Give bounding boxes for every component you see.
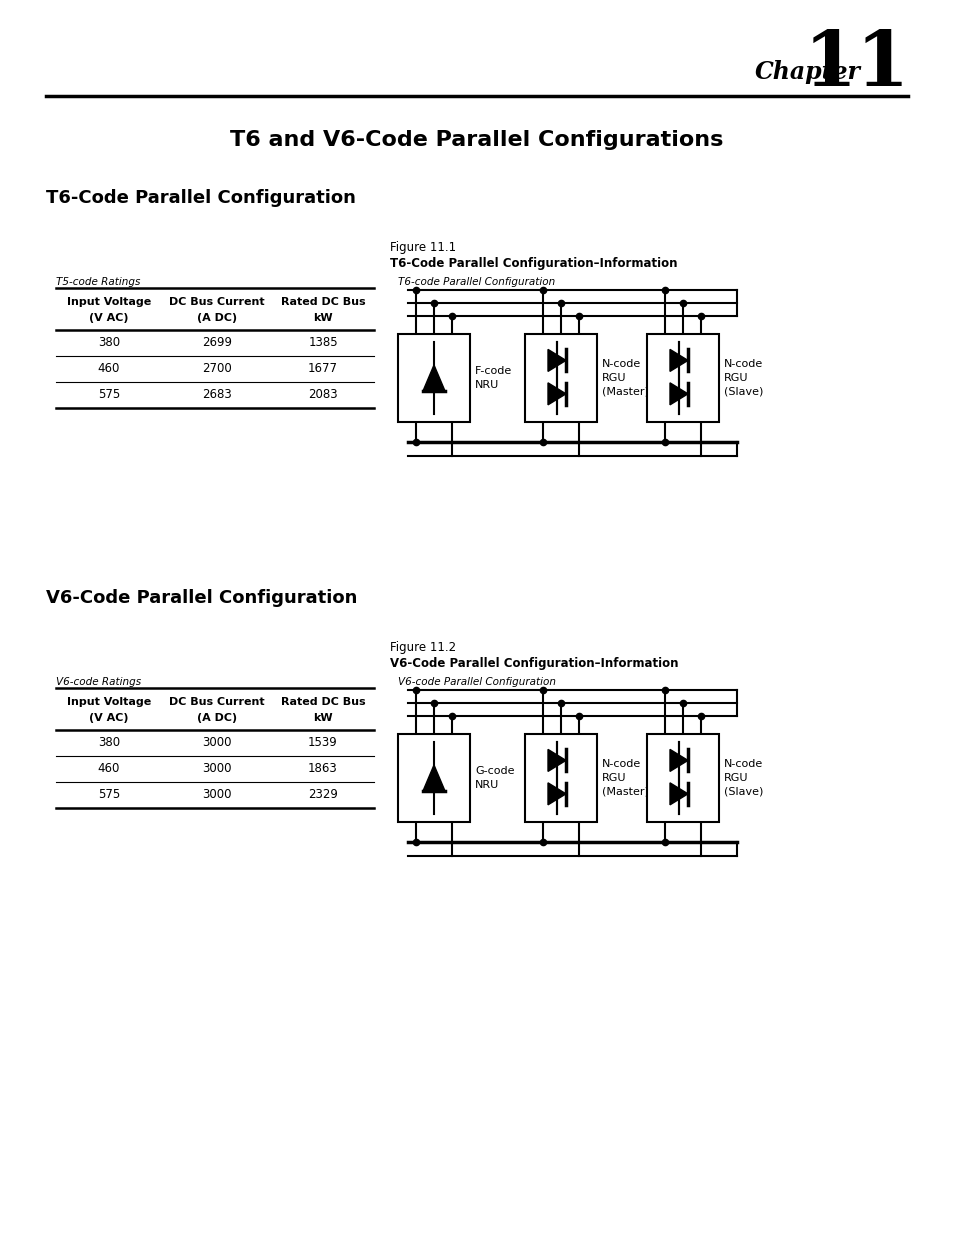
Text: DC Bus Current: DC Bus Current	[169, 697, 265, 706]
Text: N-code
RGU
(Slave): N-code RGU (Slave)	[723, 760, 762, 797]
Text: N-code
RGU
(Slave): N-code RGU (Slave)	[723, 359, 762, 396]
Text: T6 and V6-Code Parallel Configurations: T6 and V6-Code Parallel Configurations	[230, 130, 723, 149]
Text: 2083: 2083	[308, 389, 337, 401]
Text: 575: 575	[98, 389, 120, 401]
Text: Figure 11.1: Figure 11.1	[390, 242, 456, 254]
Polygon shape	[547, 783, 565, 805]
Text: 1385: 1385	[308, 336, 337, 350]
Text: kW: kW	[313, 312, 333, 324]
Text: F-code
NRU: F-code NRU	[475, 366, 512, 390]
Bar	[524, 333, 597, 422]
Text: N-code
RGU
(Master): N-code RGU (Master)	[601, 760, 648, 797]
Text: 460: 460	[98, 762, 120, 776]
Text: 380: 380	[98, 336, 120, 350]
Polygon shape	[422, 764, 444, 790]
Text: N-code
RGU
(Master): N-code RGU (Master)	[601, 359, 648, 396]
Text: V6-Code Parallel Configuration–Information: V6-Code Parallel Configuration–Informati…	[390, 657, 678, 669]
Polygon shape	[547, 750, 565, 772]
Polygon shape	[669, 750, 687, 772]
Text: T6-code Parallel Configuration: T6-code Parallel Configuration	[397, 277, 555, 287]
Bar	[397, 333, 470, 422]
Text: DC Bus Current: DC Bus Current	[169, 296, 265, 308]
Text: 3000: 3000	[202, 736, 232, 750]
Text: 575: 575	[98, 788, 120, 802]
Bar	[646, 333, 719, 422]
Text: T6-Code Parallel Configuration–Information: T6-Code Parallel Configuration–Informati…	[390, 257, 677, 269]
Text: 460: 460	[98, 363, 120, 375]
Text: Input Voltage: Input Voltage	[67, 697, 151, 706]
Text: Input Voltage: Input Voltage	[67, 296, 151, 308]
Text: Chapter: Chapter	[754, 61, 861, 84]
Polygon shape	[669, 783, 687, 805]
Bar	[646, 734, 719, 823]
Text: Rated DC Bus: Rated DC Bus	[280, 697, 365, 706]
Text: V6-code Ratings: V6-code Ratings	[56, 677, 141, 687]
Text: 1863: 1863	[308, 762, 337, 776]
Text: Figure 11.2: Figure 11.2	[390, 641, 456, 655]
Text: 2700: 2700	[202, 363, 232, 375]
Text: 3000: 3000	[202, 762, 232, 776]
Polygon shape	[547, 383, 565, 405]
Bar	[524, 734, 597, 823]
Text: kW: kW	[313, 713, 333, 722]
Text: (V AC): (V AC)	[90, 713, 129, 722]
Text: Rated DC Bus: Rated DC Bus	[280, 296, 365, 308]
Bar	[397, 734, 470, 823]
Text: V6-Code Parallel Configuration: V6-Code Parallel Configuration	[46, 589, 357, 606]
Text: 2683: 2683	[202, 389, 232, 401]
Text: 11: 11	[803, 28, 909, 103]
Polygon shape	[422, 366, 444, 391]
Text: 1677: 1677	[308, 363, 337, 375]
Text: V6-code Parallel Configuration: V6-code Parallel Configuration	[397, 677, 556, 687]
Polygon shape	[547, 350, 565, 372]
Polygon shape	[669, 383, 687, 405]
Text: 3000: 3000	[202, 788, 232, 802]
Text: 380: 380	[98, 736, 120, 750]
Text: T6-Code Parallel Configuration: T6-Code Parallel Configuration	[46, 189, 355, 207]
Text: (V AC): (V AC)	[90, 312, 129, 324]
Text: (A DC): (A DC)	[196, 713, 236, 722]
Text: G-code
NRU: G-code NRU	[475, 766, 514, 790]
Polygon shape	[669, 350, 687, 372]
Text: 2329: 2329	[308, 788, 337, 802]
Text: T5-code Ratings: T5-code Ratings	[56, 277, 140, 287]
Text: 1539: 1539	[308, 736, 337, 750]
Text: 2699: 2699	[202, 336, 232, 350]
Text: (A DC): (A DC)	[196, 312, 236, 324]
